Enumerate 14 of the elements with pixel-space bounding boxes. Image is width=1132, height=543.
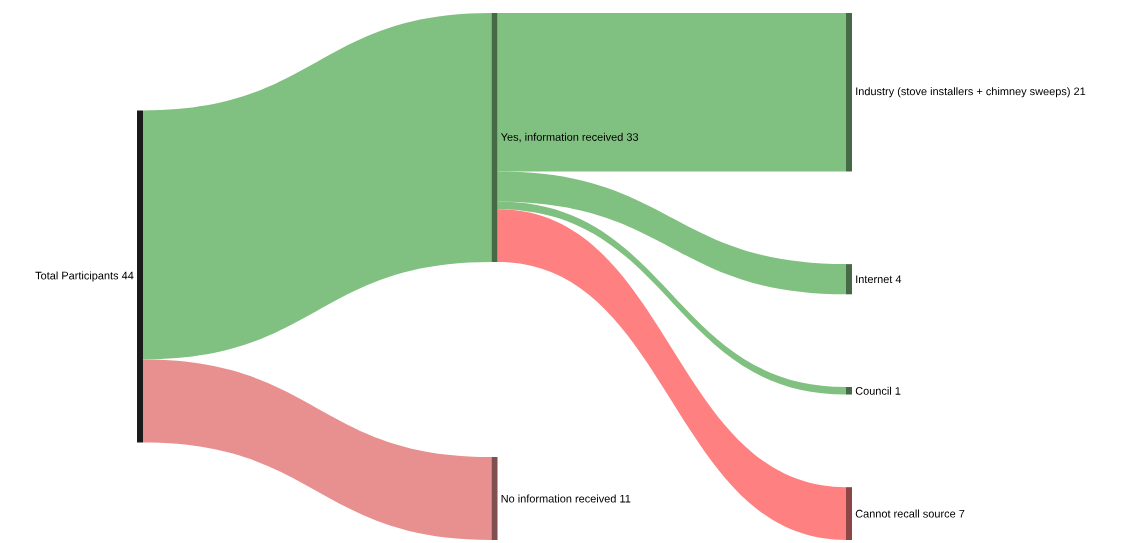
data-label: 4 (895, 275, 902, 283)
data-label: 44 (121, 271, 134, 280)
category-label: Council (855, 386, 892, 395)
category-label: Industry (stove installers + chimney sweeps) (856, 87, 1070, 98)
category-label: Cannot recall source (855, 509, 956, 518)
data-label: 1 (895, 387, 901, 395)
data-label: 33 (626, 133, 639, 141)
data-label: 7 (959, 509, 965, 518)
data-label: 21 (1074, 87, 1086, 96)
category-label: Yes, information received (500, 132, 623, 143)
category-label: Internet (856, 275, 893, 284)
data-label: 11 (620, 494, 631, 503)
category-label: No information received (501, 494, 616, 503)
category-label: Total Participants (35, 271, 119, 282)
